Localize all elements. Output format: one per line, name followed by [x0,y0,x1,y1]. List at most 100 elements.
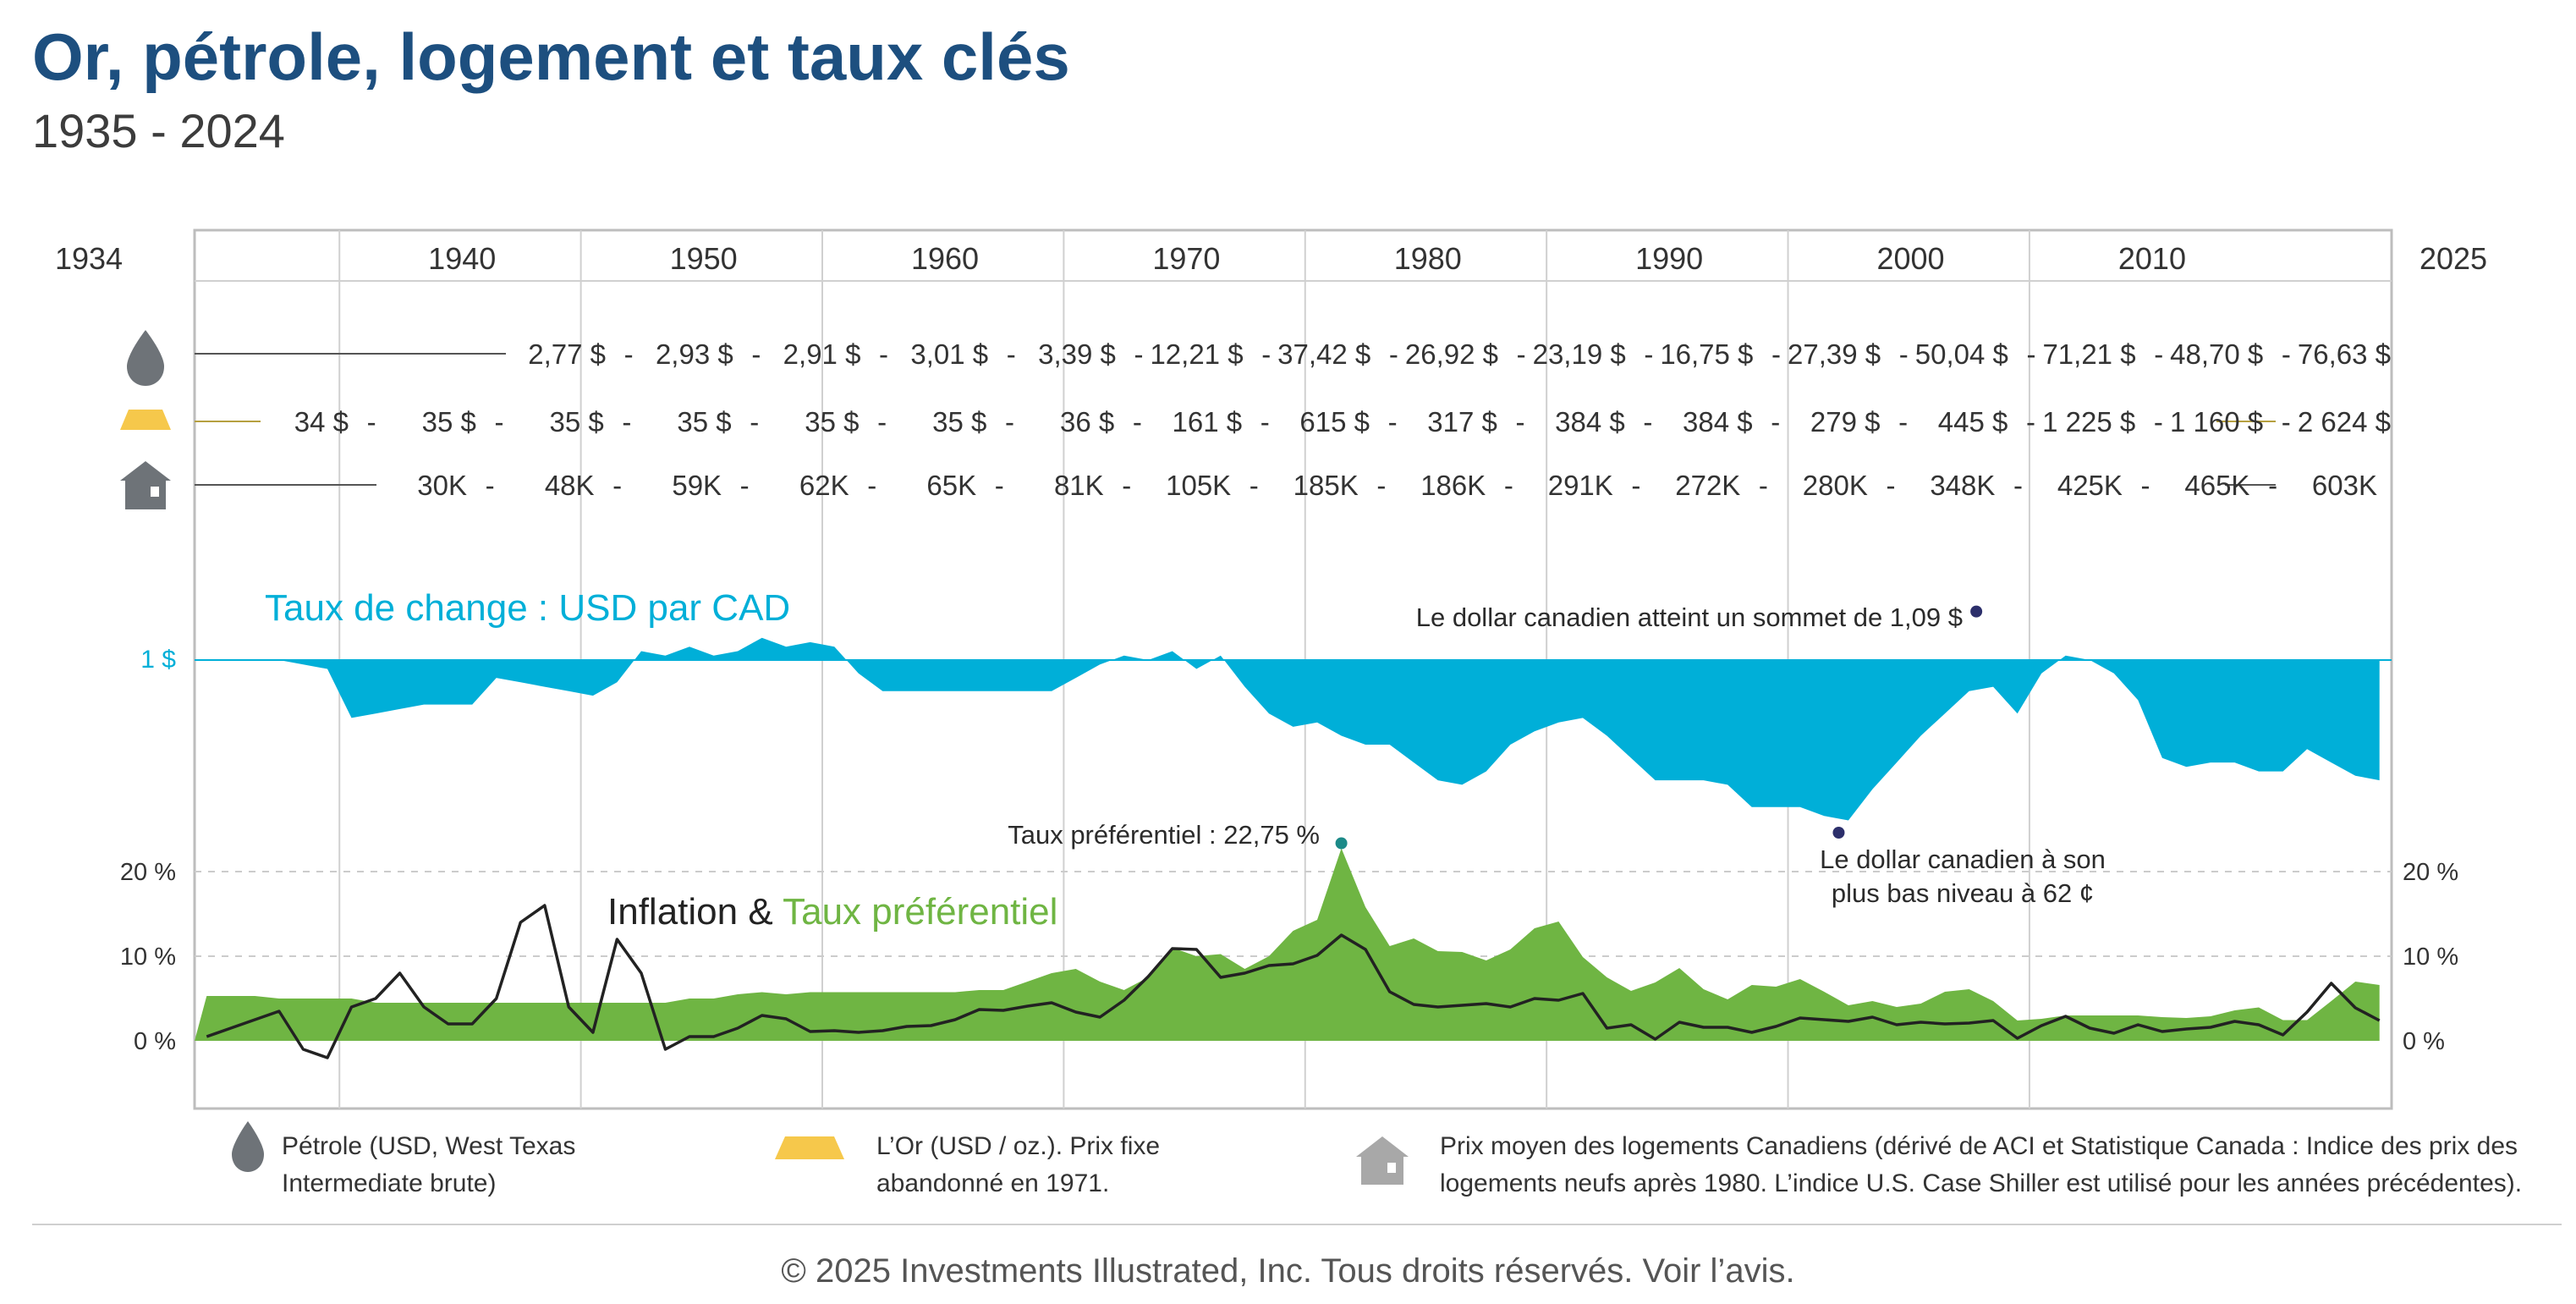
rate-tick-left: 0 % [134,1028,176,1055]
row-separator: - [879,338,888,370]
row-separator: - [1631,470,1640,501]
decade-label: 1980 [1394,241,1462,276]
row-separator: - [2154,406,2163,437]
row-separator: - [1644,338,1653,370]
decade-labels: 1940 1950 1960 1970 1980 1990 2000 2010 [428,241,2186,276]
row-value: 186K [1420,470,1486,501]
row-separator: - [1899,338,1909,370]
row-value: 37,42 $ [1277,338,1370,370]
decade-label: 1940 [428,241,496,276]
footer-divider [32,1224,2562,1225]
prime-rate-title: Taux préférentiel [783,891,1057,933]
house-icon [120,461,171,509]
row-separator: - [486,470,495,501]
row-value: 2,93 $ [656,338,733,370]
row-value: 48K [545,470,595,501]
fx-low-annotation-line2: plus bas niveau à 62 ¢ [1832,878,2094,908]
decade-label: 1960 [911,241,979,276]
row-value: 65K [926,470,976,501]
row-separator: - [1007,338,1016,370]
row-value: 50,04 $ [1915,338,2008,370]
row-value: 279 $ [1810,406,1881,437]
row-separator: - [2026,406,2035,437]
row-separator: - [995,470,1004,501]
row-separator: - [1122,470,1131,501]
row-separator: - [1517,338,1526,370]
row-value: 2 624 $ [2298,406,2391,437]
row-value: 62K [799,470,849,501]
row-value: 348K [1930,470,1995,501]
row-value: 35 $ [932,406,986,437]
row-separator: - [1643,406,1652,437]
row-separator: - [1771,406,1780,437]
row-separator: - [1134,338,1143,370]
row-value: 35 $ [805,406,859,437]
row-value: 3,01 $ [910,338,988,370]
legend-oil-line1: Pétrole (USD, West Texas [282,1132,576,1160]
row-separator: - [1389,338,1398,370]
row-separator: - [1771,338,1781,370]
fx-high-marker [1970,605,1983,618]
row-value: 23,19 $ [1533,338,1626,370]
row-separator: - [2026,338,2035,370]
row-separator: - [2013,470,2023,501]
decade-label: 1950 [670,241,738,276]
row-value: 445 $ [1938,406,2008,437]
row-separator: - [612,470,622,501]
rate-tick-labels: 20 % 20 % 10 % 10 % 0 % 0 % [120,859,2458,1055]
row-separator: - [1261,338,1271,370]
row-value: 425K [2057,470,2123,501]
row-value: 317 $ [1427,406,1497,437]
prime-peak-marker [1335,837,1348,850]
row-separator: - [1504,470,1513,501]
row-value: 603K [2312,470,2377,501]
row-value: 71,21 $ [2042,338,2135,370]
row-value: 1 225 $ [2042,406,2135,437]
gold-price-row: 34 $ -35 $ -35 $ -35 $ -35 $ -35 $ -36 $ -161 $… [294,406,2391,437]
prime-peak-annotation: Taux préférentiel : 22,75 % [1008,820,1320,850]
rate-tick-right: 0 % [2403,1028,2445,1055]
row-separator: - [1133,406,1142,437]
decade-label: 1970 [1152,241,1220,276]
start-year-label: 1934 [55,241,123,276]
row-value: 2,91 $ [783,338,861,370]
legend-gold-bar-icon [775,1136,844,1159]
row-value: 615 $ [1299,406,1370,437]
row-value: 3,39 $ [1038,338,1116,370]
row-value: 272K [1675,470,1740,501]
row-value: 185K [1293,470,1359,501]
row-separator: - [877,406,887,437]
legend-oil-drop-icon [232,1121,264,1172]
row-separator: - [495,406,504,437]
rates-section-title: Inflation & Taux préférentiel [607,891,1057,933]
row-separator: - [624,338,634,370]
row-value: 384 $ [1683,406,1753,437]
row-separator: - [1005,406,1014,437]
fx-baseline-label: 1 $ [140,646,176,674]
decade-label: 1990 [1635,241,1703,276]
row-value: 291K [1548,470,1613,501]
row-separator: - [2282,406,2291,437]
row-separator: - [1388,406,1398,437]
row-separator: - [367,406,376,437]
row-value: 76,63 $ [2298,338,2391,370]
row-value: 34 $ [294,406,349,437]
end-year-label: 2025 [2419,241,2487,276]
row-separator: - [2141,470,2150,501]
legend-oil: Pétrole (USD, West Texas Intermediate br… [282,1128,575,1202]
rate-tick-right: 10 % [2403,944,2458,971]
legend-gold: L’Or (USD / oz.). Prix fixe abandonné en… [876,1128,1160,1202]
legend-gold-line1: L’Or (USD / oz.). Prix fixe [876,1132,1161,1160]
row-separator: - [1261,406,1270,437]
fx-low-marker [1832,827,1845,839]
rate-tick-right: 20 % [2403,859,2458,886]
row-separator: - [751,338,761,370]
row-value: 30K [417,470,467,501]
oil-drop-icon [127,330,164,386]
row-separator: - [867,470,876,501]
row-separator: - [750,406,759,437]
row-value: 35 $ [550,406,604,437]
row-separator: - [1250,470,1259,501]
row-value: 12,21 $ [1150,338,1243,370]
